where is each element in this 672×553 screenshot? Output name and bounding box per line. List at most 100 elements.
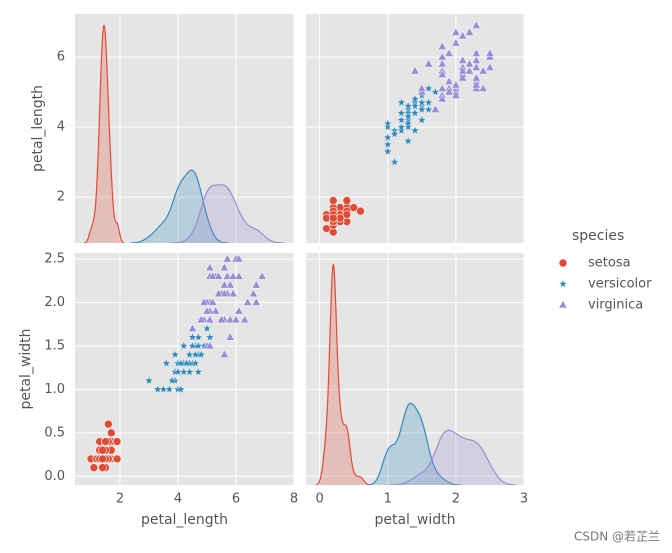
point: [164, 384, 174, 394]
point: [234, 306, 244, 315]
point: [193, 341, 203, 350]
point: [444, 87, 454, 96]
point: [144, 375, 154, 385]
point: [430, 104, 441, 113]
kde-curve: [130, 169, 229, 243]
point: [219, 288, 230, 298]
point: [471, 55, 481, 64]
point: [478, 66, 488, 75]
point: [417, 115, 427, 124]
point: [234, 271, 244, 280]
point: [208, 297, 218, 306]
y-tick-label: 1.0: [44, 382, 65, 397]
point: [190, 349, 200, 359]
point: [471, 80, 481, 89]
point: [101, 437, 110, 446]
x-tick-label: 6: [232, 492, 240, 507]
point: [222, 254, 232, 263]
point: [424, 104, 434, 114]
point: [104, 419, 113, 429]
legend-title: species: [572, 228, 624, 244]
point: [234, 254, 244, 263]
point: [205, 340, 215, 350]
point: [153, 384, 163, 394]
point: [176, 384, 186, 394]
legend-label: setosa: [588, 256, 631, 271]
point: [193, 367, 203, 376]
point: [98, 463, 107, 472]
point: [196, 314, 206, 324]
watermark: CSDN @若芷兰: [574, 530, 660, 544]
y-tick-label: 0.5: [44, 425, 65, 440]
legend-marker: [558, 258, 568, 268]
point: [228, 271, 238, 280]
x-tick-label: 8: [290, 492, 298, 507]
point: [423, 59, 434, 68]
point: [383, 132, 393, 142]
point: [89, 463, 99, 472]
point: [222, 271, 232, 280]
x-axis-label: petal_width: [374, 512, 455, 528]
point: [187, 332, 197, 342]
point: [242, 297, 253, 306]
point: [170, 349, 180, 359]
point: [410, 66, 420, 75]
point: [451, 27, 461, 36]
point: [451, 90, 461, 99]
y-tick-label: 6: [57, 50, 65, 65]
point: [176, 358, 186, 368]
point: [410, 125, 420, 135]
point: [417, 97, 427, 107]
point: [208, 271, 218, 280]
point: [106, 428, 116, 438]
point: [213, 288, 224, 298]
point: [437, 94, 447, 103]
x-tick-label: 2: [116, 492, 124, 507]
point: [98, 454, 107, 464]
legend-marker: [558, 299, 568, 309]
kde-area: [170, 184, 285, 243]
point: [437, 52, 447, 61]
point: [396, 108, 406, 117]
y-tick-label: 4: [57, 120, 65, 135]
point: [471, 73, 481, 82]
point: [225, 332, 235, 341]
point: [257, 271, 267, 280]
point: [383, 139, 393, 149]
point: [403, 136, 413, 145]
kde-area: [389, 430, 516, 485]
point: [437, 83, 447, 92]
point: [205, 262, 215, 272]
point: [396, 122, 406, 131]
point: [478, 83, 488, 92]
point: [451, 80, 461, 89]
point: [98, 445, 107, 455]
point: [396, 125, 406, 135]
point: [328, 213, 338, 223]
point: [410, 101, 420, 110]
point: [219, 280, 230, 289]
kde-curve: [83, 24, 125, 243]
point: [356, 206, 365, 216]
point: [322, 224, 331, 233]
point: [437, 69, 447, 78]
kde-curve: [369, 402, 461, 485]
point: [342, 196, 352, 205]
point: [251, 280, 261, 289]
x-tick-label: 2: [452, 492, 460, 507]
point: [410, 94, 420, 103]
point: [342, 210, 352, 219]
point: [390, 129, 400, 138]
point: [112, 437, 122, 446]
legend-label: versicolor: [588, 277, 652, 292]
point: [444, 48, 454, 57]
point: [202, 306, 212, 315]
point: [251, 297, 261, 306]
point: [396, 97, 406, 107]
point: [464, 27, 475, 36]
kde-area: [130, 170, 229, 243]
point: [205, 332, 215, 342]
point: [225, 314, 235, 324]
point: [437, 59, 447, 68]
